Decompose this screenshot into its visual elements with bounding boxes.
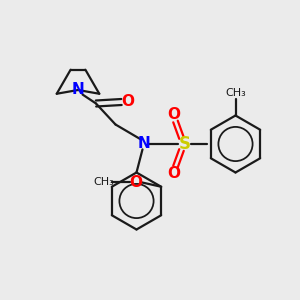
Text: O: O bbox=[122, 94, 135, 110]
Text: O: O bbox=[167, 166, 181, 181]
Text: N: N bbox=[138, 136, 150, 152]
Text: O: O bbox=[129, 175, 142, 190]
Text: CH₃: CH₃ bbox=[225, 88, 246, 98]
Text: O: O bbox=[167, 107, 181, 122]
Text: N: N bbox=[72, 82, 84, 98]
Text: S: S bbox=[178, 135, 190, 153]
Text: CH₃: CH₃ bbox=[94, 177, 114, 187]
